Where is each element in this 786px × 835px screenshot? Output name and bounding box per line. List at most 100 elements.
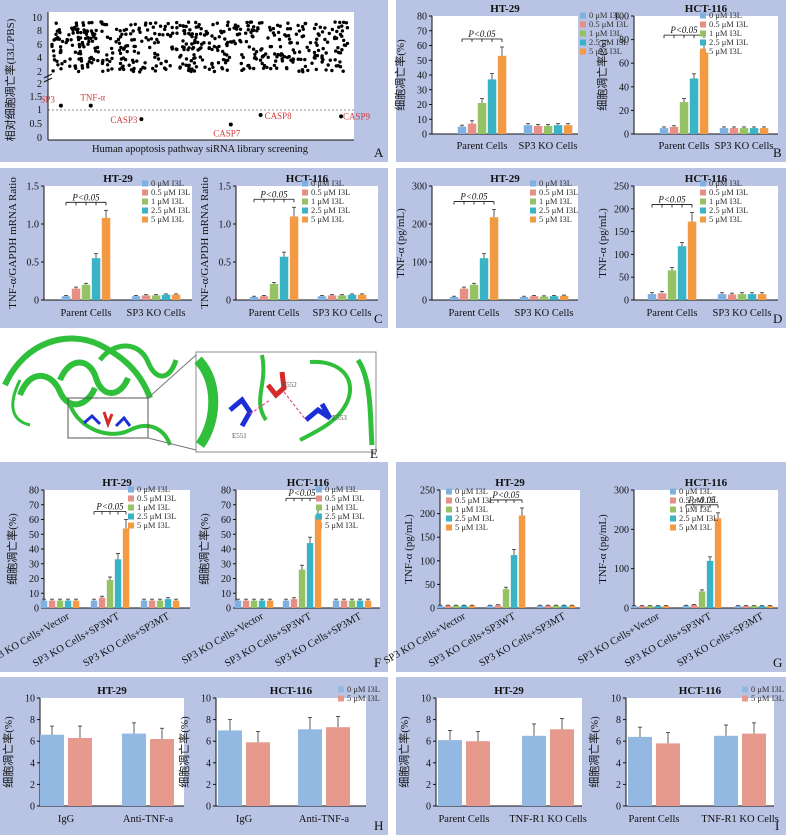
ytick-label: 0: [624, 604, 629, 615]
legend-label: 0 μM I3L: [539, 178, 572, 188]
legend-swatch: [580, 39, 586, 46]
scatter-point: [226, 58, 230, 62]
bar: [101, 217, 111, 300]
scatter-point: [104, 22, 109, 27]
bar: [81, 284, 91, 300]
residue-stick: [114, 415, 132, 428]
legend-label: 5 μM I3L: [347, 693, 380, 703]
scatter-point: [293, 51, 297, 55]
ytick-label: 1.0: [219, 220, 232, 231]
scatter-point: [131, 69, 136, 74]
ytick-label: 6: [206, 737, 211, 748]
scatter-point: [312, 50, 317, 55]
bar: [436, 605, 444, 608]
bar: [563, 125, 573, 134]
ytick-label: 200: [614, 525, 629, 536]
legend-label: 0 μM I3L: [311, 178, 344, 188]
scatter-point: [114, 40, 118, 44]
scatter-point: [285, 27, 290, 31]
bar: [98, 597, 106, 608]
scatter-point: [73, 64, 77, 68]
scatter-point: [285, 66, 289, 71]
scatter-point: [271, 31, 276, 35]
scatter-point: [200, 58, 205, 62]
legend-swatch: [302, 180, 308, 187]
label-E553: E553: [332, 414, 347, 422]
bar: [234, 600, 242, 608]
scatter-point: [122, 47, 126, 51]
bar: [628, 736, 652, 806]
chart-C-HT29: 0 0.5 1.0 1.5 HT-29 TNF-α/GAPDH mRNA Ratio Par…: [7, 173, 192, 319]
bar: [689, 78, 699, 134]
scatter-point: [314, 22, 318, 27]
bar: [172, 600, 180, 608]
protein-helix: [98, 343, 179, 379]
bar: [467, 123, 477, 134]
scatter-point: [194, 65, 199, 69]
axis-break: [43, 77, 53, 83]
bar: [560, 605, 568, 608]
bar: [64, 600, 72, 608]
scatter-point: [245, 20, 249, 25]
bar: [90, 600, 98, 608]
legend-swatch: [142, 198, 148, 205]
ytick-label: 2: [206, 780, 211, 791]
scatter-point: [106, 68, 110, 72]
scatter-point: [156, 40, 160, 44]
ytick-label: 6: [30, 737, 35, 748]
scatter-point: [175, 26, 179, 30]
scatter-point: [194, 32, 199, 37]
bar: [364, 600, 372, 608]
chart-title: HT-29: [494, 685, 524, 697]
chart-H-HCT116: 0 2 4 6 8 10 HCT-116 细胞凋亡率(%) IgG Anti-TNF-a 0 μM …: [177, 684, 380, 825]
chart-title: HT-29: [495, 477, 525, 489]
legend-label: 0 μM I3L: [455, 486, 488, 496]
sig-label: P<0.05: [287, 488, 316, 498]
scatter-point: [153, 55, 157, 59]
ytick-label: 60: [417, 41, 427, 52]
scatter-point: [207, 67, 212, 71]
scatter-point: [178, 55, 182, 59]
scatter-point: [187, 31, 191, 36]
ytick-label: 40: [417, 71, 427, 82]
protein-helix: [57, 359, 131, 396]
scatter-point: [184, 57, 189, 61]
x-category-label: Anti-TNF-a: [299, 814, 349, 825]
scatter-point: [56, 63, 60, 67]
scatter-point: [227, 27, 232, 31]
ytick-label: 6: [426, 737, 431, 748]
bar: [742, 606, 750, 608]
panel-letter-G: G: [773, 655, 782, 670]
ytick-label: 20: [29, 574, 39, 585]
scatter-point: [183, 31, 187, 36]
bar: [289, 216, 299, 300]
scatter-point: [159, 61, 163, 66]
legend-label: 0.5 μM I3L: [455, 495, 494, 505]
scatter-point: [135, 59, 139, 63]
legend-label: 0 μM I3L: [589, 10, 622, 20]
x-category-label: SP3 KO Cells: [715, 141, 774, 152]
y-axis-label: 细胞凋亡率(%): [1, 716, 15, 788]
bar: [549, 296, 559, 300]
scatter-point: [338, 51, 343, 55]
bar: [468, 605, 476, 608]
legend-swatch: [316, 513, 322, 520]
scatter-point: [253, 52, 257, 56]
scatter-point: [156, 53, 160, 57]
zoom-line: [147, 437, 197, 451]
scatter-point: [54, 32, 58, 36]
scatter-point: [222, 29, 226, 34]
bar: [314, 515, 322, 608]
scatter-point: [105, 53, 109, 57]
scatter-point: [308, 41, 313, 45]
scatter-point: [202, 33, 207, 37]
x-category-label: IgG: [58, 814, 75, 825]
legend-swatch: [302, 189, 308, 196]
bar: [654, 606, 662, 608]
bar: [161, 294, 171, 300]
chart-C-HCT116: 0 0.5 1.0 1.5 HCT-116 TNF-α/GAPDH mRNA Ratio P…: [199, 173, 378, 319]
ytick-label: 250: [614, 182, 629, 193]
sig-label: P<0.05: [491, 490, 520, 500]
bar: [40, 600, 48, 608]
ytick-label: 10: [421, 694, 431, 705]
